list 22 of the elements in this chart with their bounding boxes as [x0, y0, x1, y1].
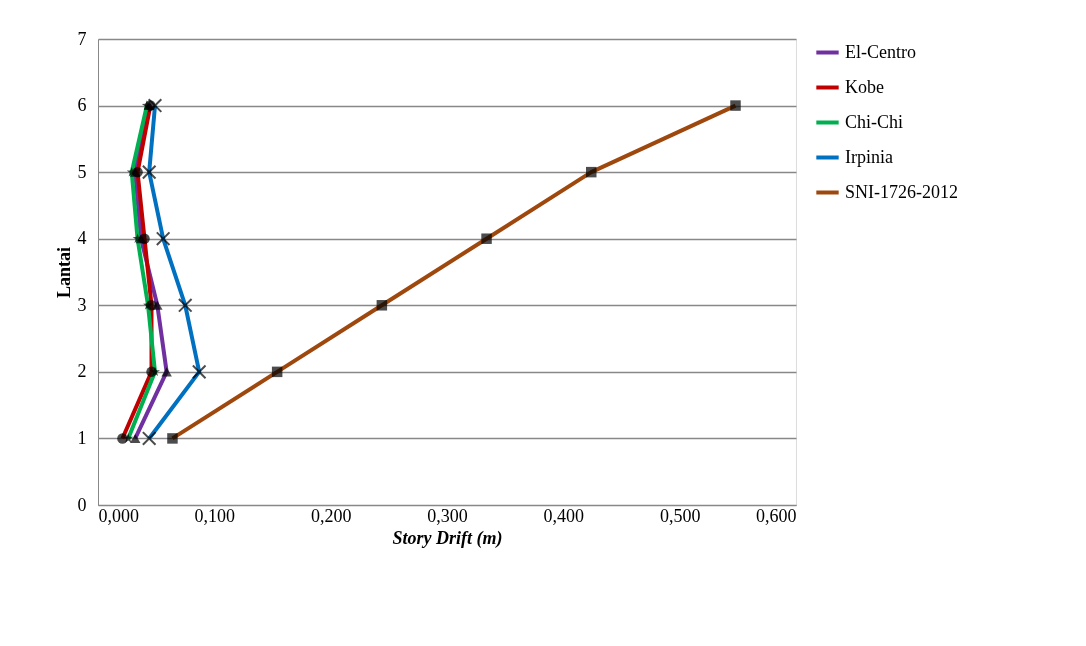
y-tick-label: 0	[77, 494, 87, 515]
legend-label: El-Centro	[845, 41, 916, 62]
y-axis-title: Lantai	[53, 246, 74, 299]
y-tick-label: 2	[77, 361, 87, 382]
legend-label: Chi-Chi	[845, 111, 904, 132]
y-tick-label: 7	[77, 28, 87, 49]
y-tick-label: 3	[77, 294, 87, 315]
x-tick-label: 0,600	[756, 505, 797, 526]
x-tick-label: 0,300	[427, 505, 468, 526]
x-axis-title: Story Drift (m)	[392, 527, 503, 549]
x-tick-label: 0,400	[543, 505, 585, 526]
x-tick-label: 0,500	[659, 505, 701, 526]
y-tick-label: 1	[77, 427, 87, 448]
y-tick-label: 6	[77, 95, 87, 116]
legend-label: Irpinia	[845, 146, 893, 167]
y-tick-label: 4	[77, 228, 87, 249]
legend-label: SNI-1726-2012	[845, 181, 958, 202]
x-tick-label: 0,000	[98, 505, 139, 526]
x-tick-label: 0,100	[194, 505, 236, 526]
x-tick-label: 0,200	[310, 505, 352, 526]
legend-label: Kobe	[845, 76, 884, 97]
y-tick-label: 5	[77, 161, 87, 182]
